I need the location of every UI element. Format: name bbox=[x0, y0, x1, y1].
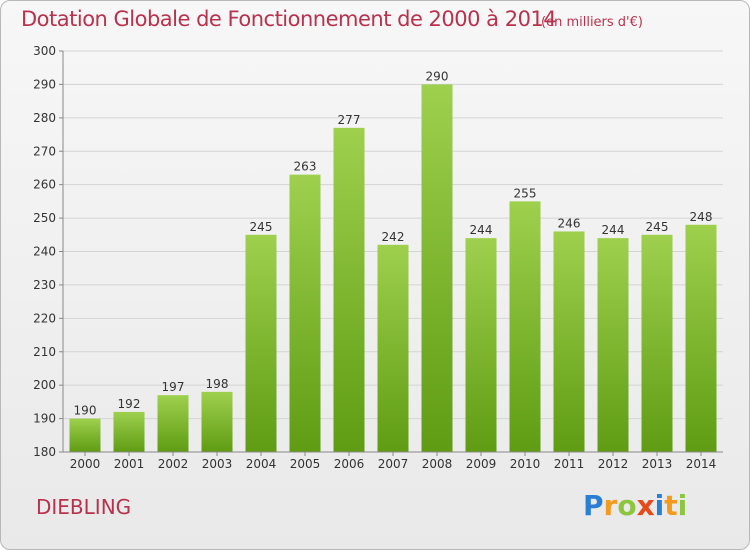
bar bbox=[421, 84, 453, 453]
bars bbox=[69, 84, 717, 453]
data-label: 245 bbox=[646, 220, 669, 234]
data-label: 255 bbox=[514, 186, 537, 200]
y-tick-label: 230 bbox=[33, 278, 56, 292]
data-label: 244 bbox=[470, 223, 493, 237]
y-tick-label: 220 bbox=[33, 311, 56, 325]
x-tick-label: 2006 bbox=[334, 457, 365, 471]
bar bbox=[113, 411, 145, 452]
bar bbox=[597, 238, 629, 452]
chart-title: Dotation Globale de Fonctionnement de 20… bbox=[21, 7, 557, 31]
bar bbox=[685, 224, 717, 452]
x-tick-label: 2005 bbox=[290, 457, 321, 471]
bar bbox=[289, 174, 321, 452]
x-tick-label: 2008 bbox=[422, 457, 453, 471]
y-tick-label: 260 bbox=[33, 178, 56, 192]
data-label: 198 bbox=[206, 377, 229, 391]
data-label: 277 bbox=[338, 113, 361, 127]
commune-name: DIEBLING bbox=[36, 495, 132, 519]
x-tick-label: 2001 bbox=[114, 457, 145, 471]
data-labels: 190 192 197 198 245 263 277 242 290 244 255 246 244 2… bbox=[74, 69, 713, 417]
bar bbox=[245, 234, 277, 452]
y-tick-label: 190 bbox=[33, 412, 56, 426]
data-label: 263 bbox=[294, 160, 317, 174]
x-tick-label: 2007 bbox=[378, 457, 409, 471]
bar bbox=[333, 127, 365, 452]
bar bbox=[157, 395, 189, 452]
y-tick-label: 280 bbox=[33, 111, 56, 125]
y-tick-label: 270 bbox=[33, 144, 56, 158]
x-tick-label: 2004 bbox=[246, 457, 277, 471]
y-tick-label: 250 bbox=[33, 211, 56, 225]
data-label: 197 bbox=[162, 380, 185, 394]
y-tick-label: 200 bbox=[33, 378, 56, 392]
data-label: 242 bbox=[382, 230, 405, 244]
data-label: 245 bbox=[250, 220, 273, 234]
axes: 180 190 200 210 220 230 240 250 260 270 280 290 300 2… bbox=[33, 44, 723, 471]
bar-chart: 190 192 197 198 245 263 277 242 290 244 255 246 244 2… bbox=[33, 44, 723, 471]
y-tick-label: 240 bbox=[33, 245, 56, 259]
bar bbox=[465, 238, 497, 452]
x-tick-label: 2012 bbox=[598, 457, 629, 471]
bar bbox=[553, 231, 585, 452]
bar bbox=[641, 234, 673, 452]
x-tick-label: 2000 bbox=[70, 457, 101, 471]
data-label: 290 bbox=[426, 69, 449, 83]
data-label: 244 bbox=[602, 223, 625, 237]
x-tick-label: 2009 bbox=[466, 457, 497, 471]
x-tick-label: 2010 bbox=[510, 457, 541, 471]
x-tick-label: 2003 bbox=[202, 457, 233, 471]
data-label: 248 bbox=[690, 210, 713, 224]
x-tick-label: 2011 bbox=[554, 457, 585, 471]
x-tick-label: 2013 bbox=[642, 457, 673, 471]
x-tick-label: 2002 bbox=[158, 457, 189, 471]
proxiti-logo: Proxiti bbox=[583, 489, 688, 522]
x-tick-label: 2014 bbox=[686, 457, 717, 471]
data-label: 192 bbox=[118, 397, 141, 411]
bar bbox=[377, 244, 409, 452]
y-tick-label: 290 bbox=[33, 77, 56, 91]
bar bbox=[509, 201, 541, 452]
y-tick-label: 210 bbox=[33, 345, 56, 359]
chart-unit: (en milliers d'€) bbox=[541, 15, 643, 30]
bar bbox=[69, 418, 101, 452]
data-label: 246 bbox=[558, 216, 581, 230]
data-label: 190 bbox=[74, 404, 97, 418]
bar bbox=[201, 391, 233, 452]
y-tick-label: 180 bbox=[33, 445, 56, 459]
y-tick-label: 300 bbox=[33, 44, 56, 58]
